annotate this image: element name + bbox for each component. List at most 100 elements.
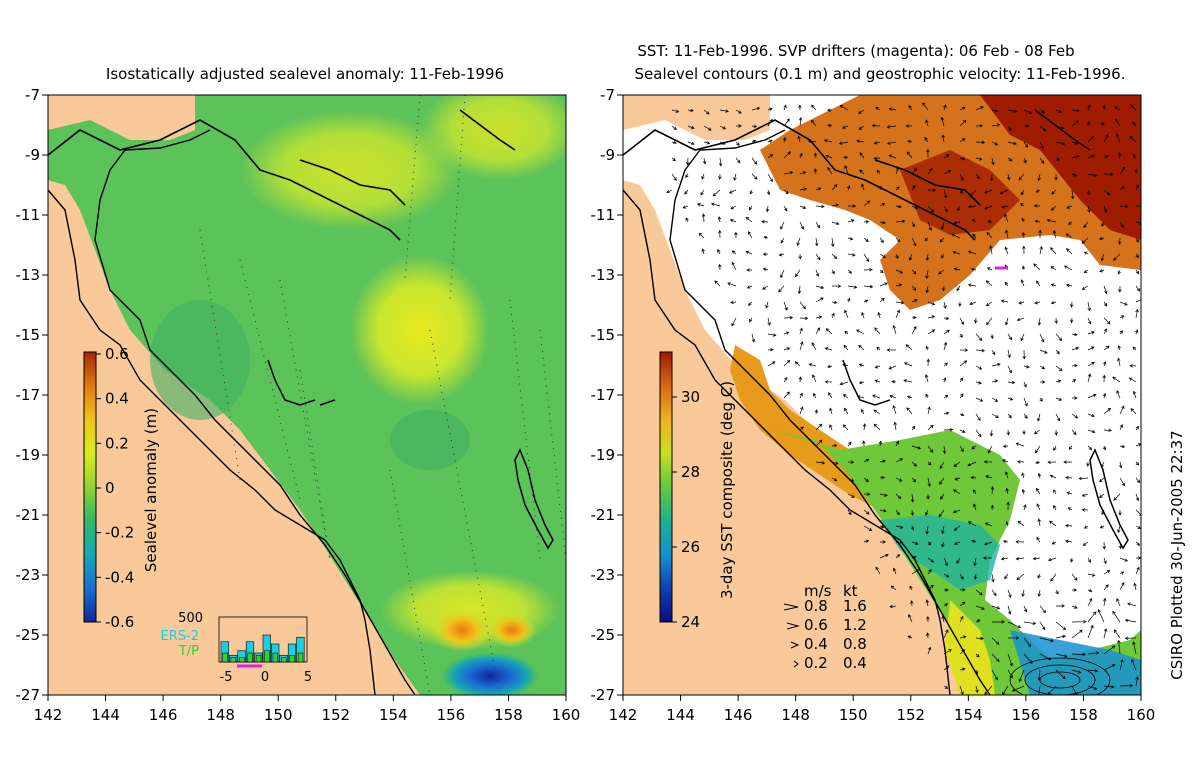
velocity-arrow [879,220,886,225]
velocity-arrow [892,324,897,335]
left-ytick-label: -17 [16,386,41,404]
velocity-arrow [943,301,947,309]
velocity-arrow [1064,539,1073,544]
velocity-arrow [953,221,961,225]
velocity-arrow [1103,570,1111,575]
velocity-arrow [1002,444,1009,448]
velocity-arrow [798,253,802,260]
velocity-arrow [1117,152,1122,159]
velocity-arrow [1039,141,1044,150]
velocity-arrow [671,125,677,130]
velocity-arrow [765,205,770,213]
velocity-arrow [1087,361,1095,367]
velocity-arrow [1103,301,1108,307]
velocity-arrow [844,330,849,335]
velocity-arrow [731,250,737,255]
velocity-arrow [780,269,785,279]
velocity-arrow [1023,364,1030,369]
velocity-arrow [959,138,966,143]
velocity-arrow [911,184,916,191]
velocity-arrow [879,493,888,497]
velocity-arrow [1055,413,1061,422]
velocity-arrow [927,188,937,192]
right-colorbar [659,351,673,623]
velocity-arrow [1007,589,1012,598]
velocity-arrow [813,168,818,175]
velocity-legend-arrow [786,622,800,630]
velocity-arrow [1022,349,1026,360]
velocity-arrow [1071,173,1077,177]
velocity-arrow [991,413,999,418]
velocity-arrow [942,377,947,383]
velocity-arrow [927,646,932,655]
velocity-arrow [1135,509,1141,517]
velocity-arrow [1087,346,1095,351]
velocity-arrow [847,204,857,208]
velocity-arrow [824,347,833,351]
velocity-legend-ms: 0.8 [804,597,828,615]
velocity-arrow [1112,610,1121,623]
velocity-arrow [863,477,869,482]
velocity-arrow [1132,641,1137,655]
velocity-arrow [926,493,930,500]
velocity-arrow [1119,301,1128,306]
velocity-arrow [794,361,801,367]
left-ocean [48,95,566,695]
velocity-arrow [1081,493,1089,497]
velocity-arrow [1065,523,1073,528]
histogram-xtick-0: -5 [220,670,233,685]
velocity-arrow [890,585,897,591]
velocity-arrow [1004,246,1009,255]
velocity-arrow [892,567,897,575]
velocity-arrow [953,461,961,467]
velocity-arrow [825,154,833,159]
velocity-arrow [847,441,852,447]
left-ytick-label: -9 [25,146,40,164]
velocity-arrow [1038,685,1041,695]
velocity-arrow [1119,166,1126,175]
velocity-arrow [985,475,993,479]
velocity-arrow [1034,445,1041,454]
velocity-arrow [729,219,737,223]
velocity-arrow [1039,605,1046,614]
velocity-arrow [831,237,835,248]
velocity-arrow [906,151,913,159]
velocity-arrow [975,653,980,658]
velocity-arrow [841,125,849,129]
velocity-arrow [927,568,932,575]
velocity-arrow [1087,597,1093,607]
velocity-arrow [911,205,919,210]
histogram-bar-tp [272,652,279,663]
velocity-legend-header-kt: kt [843,582,858,600]
velocity-arrow [972,233,977,239]
velocity-arrow [799,221,804,230]
velocity-arrow [1101,121,1105,127]
velocity-arrow [1005,229,1009,239]
velocity-arrow [1103,133,1109,143]
left-new-caledonia [514,448,554,550]
velocity-arrow [941,285,946,292]
velocity-arrow [967,521,977,527]
velocity-arrow [799,187,808,191]
velocity-arrow [895,186,900,191]
velocity-arrow [975,619,981,623]
velocity-arrow [1033,204,1041,208]
velocity-arrow [1071,108,1080,113]
velocity-arrow [1071,154,1081,159]
velocity-arrow [959,601,966,607]
velocity-arrow [1005,317,1009,326]
velocity-arrow [814,409,819,415]
velocity-arrow [684,189,689,195]
velocity-arrow [1021,265,1026,271]
velocity-arrow [1103,361,1107,367]
velocity-arrow [733,173,737,181]
velocity-arrow [751,333,756,343]
velocity-arrow [1053,445,1057,451]
velocity-arrow [1023,141,1029,148]
velocity-arrow [1007,109,1018,113]
velocity-arrow [941,253,945,259]
velocity-arrow [799,426,804,431]
velocity-arrow [1065,283,1073,288]
velocity-arrow [799,327,803,335]
velocity-arrow [1103,407,1112,415]
